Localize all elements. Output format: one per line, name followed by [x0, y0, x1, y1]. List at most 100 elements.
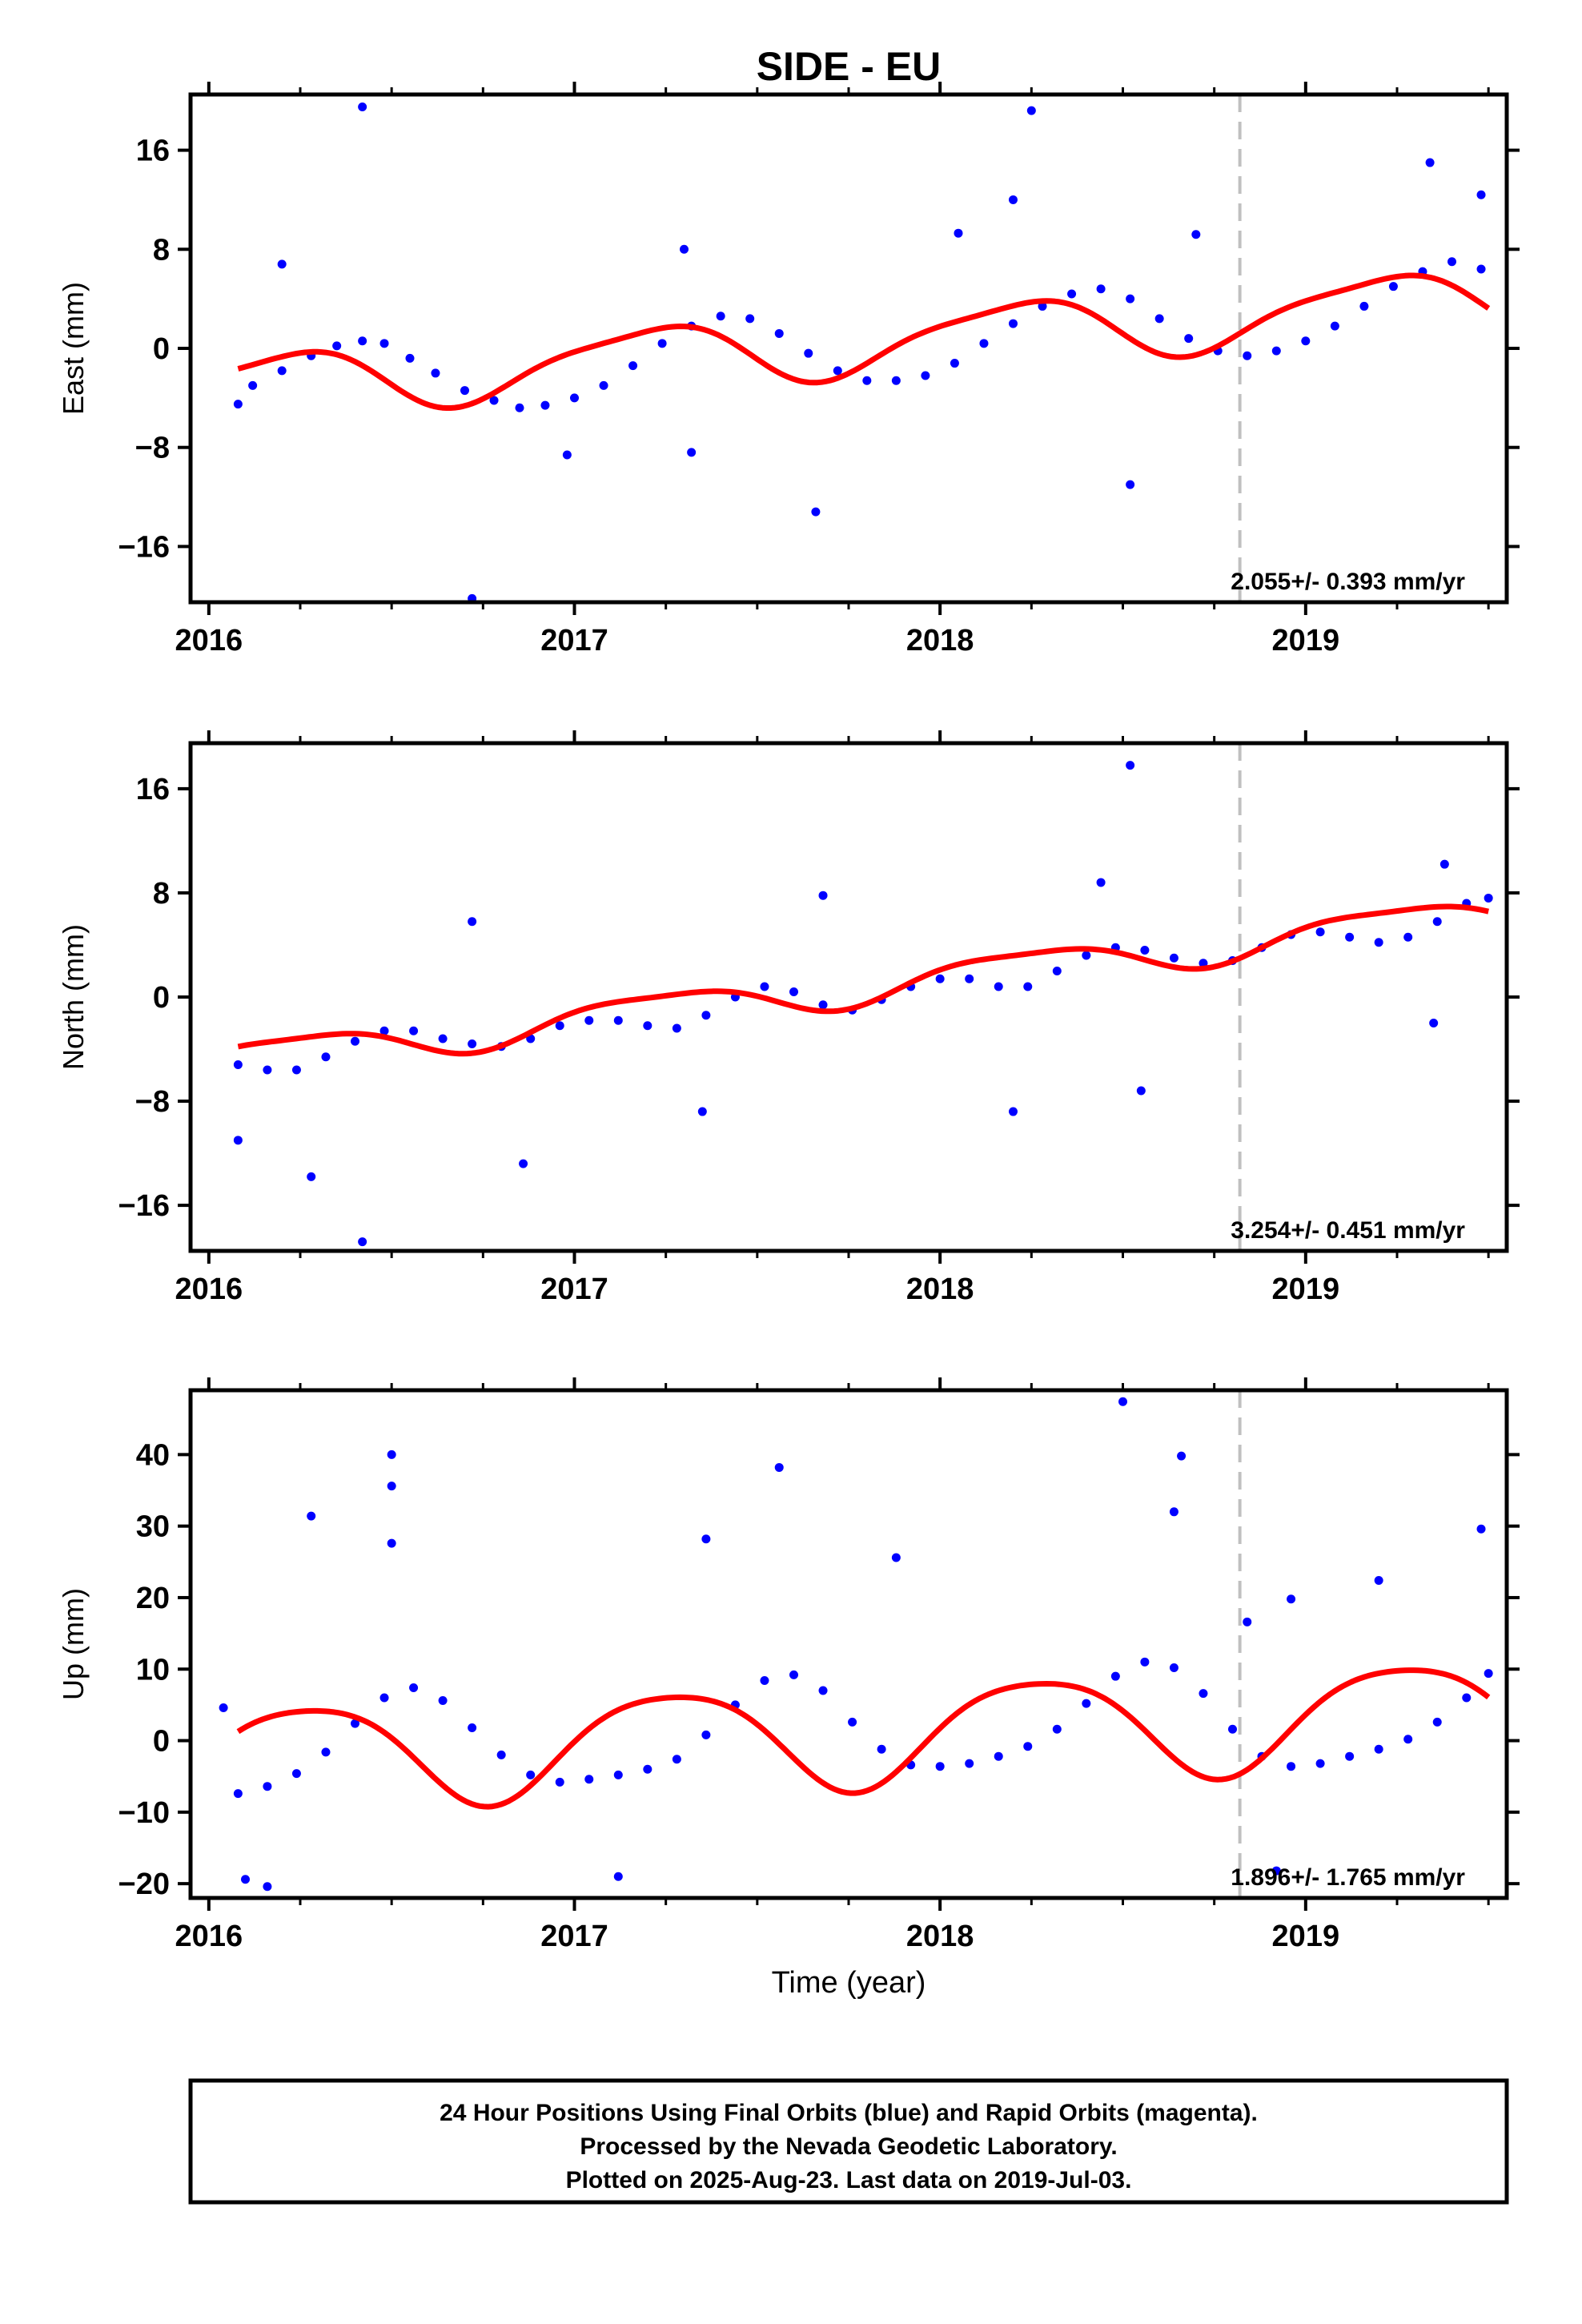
data-point: [387, 1538, 396, 1548]
x-tick-label: 2016: [175, 624, 243, 657]
data-point: [716, 312, 725, 321]
y-tick-label: −10: [118, 1796, 170, 1830]
data-point: [697, 1107, 707, 1116]
data-point: [489, 396, 499, 405]
data-point: [233, 1136, 243, 1145]
plot-area: [219, 1390, 1493, 1898]
data-point: [1023, 1742, 1033, 1751]
data-point: [701, 1011, 711, 1020]
data-point: [263, 1882, 272, 1892]
data-point: [745, 314, 755, 324]
y-tick-label: 20: [136, 1582, 170, 1615]
y-tick-label: −16: [118, 530, 170, 564]
data-point: [921, 371, 930, 380]
x-tick-label: 2019: [1272, 1920, 1340, 1953]
data-point: [1345, 1751, 1355, 1761]
data-point: [701, 1534, 711, 1544]
data-point: [570, 393, 579, 403]
data-point: [1009, 195, 1018, 204]
data-point: [1374, 1576, 1383, 1586]
data-point: [468, 1039, 477, 1049]
y-tick-label: −8: [135, 1085, 170, 1119]
data-point: [965, 1759, 974, 1768]
data-point: [1023, 982, 1033, 991]
data-point: [833, 366, 842, 376]
data-point: [994, 982, 1003, 991]
data-point: [862, 376, 872, 385]
data-point: [965, 974, 974, 983]
rate-annotation: 3.254+/- 0.451 mm/yr: [1231, 1217, 1465, 1244]
data-point: [248, 380, 258, 390]
chart-title: SIDE - EU: [757, 44, 942, 89]
data-point: [233, 400, 243, 409]
x-axis-label: Time (year): [772, 1966, 926, 2000]
fit-curve: [237, 272, 1491, 411]
footer-line-3: Plotted on 2025-Aug-23. Last data on 201…: [566, 2167, 1132, 2193]
data-point: [613, 1770, 623, 1779]
data-point: [1118, 1397, 1127, 1406]
data-point: [351, 1719, 359, 1728]
data-point: [954, 228, 963, 238]
x-tick-label: 2019: [1272, 1273, 1340, 1306]
data-point: [1184, 334, 1194, 344]
data-point: [526, 1770, 536, 1779]
y-axis-label: East (mm): [57, 282, 90, 415]
x-tick-label: 2017: [540, 1920, 608, 1953]
data-point: [468, 593, 477, 602]
data-point: [1169, 1663, 1178, 1672]
x-tick-label: 2018: [906, 1920, 974, 1953]
data-point: [643, 1764, 652, 1774]
data-point: [1199, 1689, 1208, 1699]
data-point: [1082, 1699, 1091, 1708]
data-point: [1271, 346, 1281, 356]
data-point: [379, 1026, 389, 1035]
data-point: [811, 507, 821, 517]
data-point: [468, 917, 477, 927]
data-point: [409, 1026, 419, 1035]
data-point: [1425, 158, 1435, 167]
data-point: [687, 448, 697, 457]
data-point: [1009, 1107, 1018, 1116]
data-point: [877, 1744, 886, 1754]
data-point: [1169, 1507, 1178, 1517]
data-point: [1096, 284, 1106, 294]
data-point: [307, 1511, 316, 1521]
data-point: [332, 341, 342, 351]
data-point: [1096, 878, 1106, 887]
y-tick-label: 30: [136, 1510, 170, 1544]
data-point: [1026, 106, 1036, 115]
data-point: [555, 1021, 564, 1031]
data-point: [1009, 319, 1018, 328]
data-point: [468, 1723, 477, 1732]
data-point: [950, 359, 959, 368]
data-point: [358, 336, 367, 346]
rate-annotation: 1.896+/- 1.765 mm/yr: [1231, 1864, 1465, 1891]
data-point: [584, 1015, 594, 1025]
data-point: [1136, 1086, 1146, 1096]
data-point: [1052, 1724, 1062, 1734]
data-point: [760, 982, 769, 991]
data-point: [818, 1686, 828, 1695]
fit-curve: [236, 1667, 1491, 1810]
data-point: [409, 1683, 419, 1692]
data-point: [555, 1777, 564, 1787]
x-tick-label: 2016: [175, 1920, 243, 1953]
data-point: [1052, 966, 1062, 975]
x-tick-label: 2017: [540, 1273, 608, 1306]
data-point: [848, 1717, 857, 1727]
data-point: [519, 1159, 528, 1168]
data-point: [1315, 927, 1325, 937]
y-tick-label: 10: [136, 1653, 170, 1687]
data-point: [1110, 1671, 1120, 1681]
data-point: [643, 1021, 652, 1031]
rate-annotation: 2.055+/- 0.393 mm/yr: [1231, 569, 1465, 595]
y-tick-label: 40: [136, 1438, 170, 1472]
data-point: [1199, 959, 1208, 968]
data-point: [460, 386, 469, 396]
panel-frame: [188, 1388, 1509, 1900]
data-point: [789, 1670, 798, 1679]
data-point: [291, 1065, 301, 1075]
